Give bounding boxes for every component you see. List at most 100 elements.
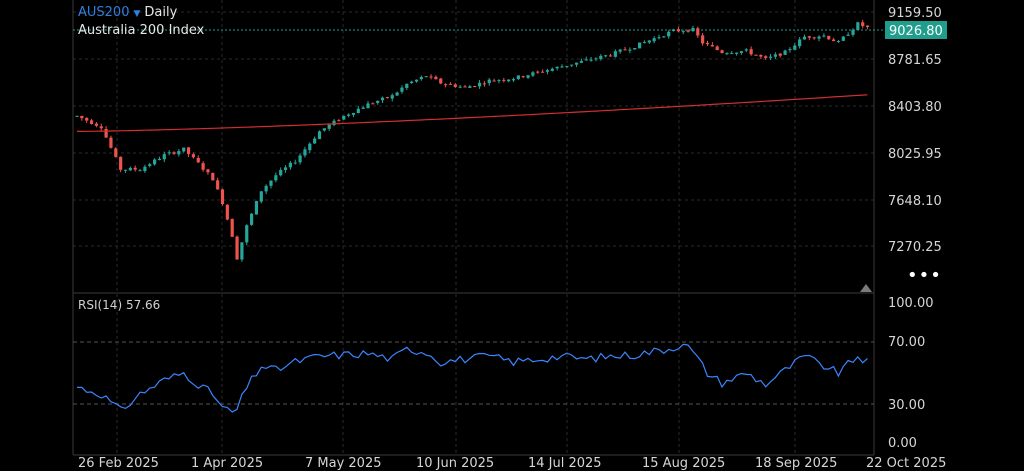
- candle: [104, 128, 108, 138]
- candle: [667, 31, 671, 37]
- candle: [196, 157, 200, 163]
- candle: [380, 97, 385, 101]
- candle: [744, 49, 748, 51]
- candle: [191, 154, 195, 158]
- symbol-name[interactable]: AUS200: [78, 5, 130, 20]
- candle: [798, 39, 802, 47]
- candle: [342, 115, 346, 120]
- candle: [225, 204, 229, 220]
- candle: [308, 143, 312, 151]
- rsi-indicator-label[interactable]: RSI(14) 57.66: [78, 298, 161, 312]
- date-label: 15 Aug 2025: [642, 456, 725, 471]
- candle: [347, 114, 351, 116]
- rsi-axis-label: 70.00: [888, 335, 925, 350]
- candle: [638, 42, 642, 49]
- candle: [400, 87, 404, 92]
- candle: [376, 100, 380, 103]
- candle: [337, 120, 341, 122]
- candle: [570, 64, 574, 66]
- candle: [482, 83, 486, 85]
- candle: [594, 58, 598, 60]
- candle: [832, 39, 836, 42]
- candle: [526, 75, 530, 78]
- candle: [80, 115, 84, 119]
- candle: [405, 83, 409, 89]
- candle: [259, 191, 263, 202]
- symbol-header[interactable]: AUS200 ▼ Daily: [78, 5, 177, 22]
- candle: [802, 36, 807, 40]
- candle: [264, 185, 268, 192]
- candle: [186, 147, 191, 155]
- candle: [749, 49, 753, 55]
- candle: [414, 79, 419, 82]
- date-label: 26 Feb 2025: [78, 456, 159, 471]
- candle: [715, 46, 719, 51]
- candle: [608, 55, 613, 57]
- candle: [720, 50, 724, 54]
- candle: [701, 35, 705, 44]
- candle: [739, 51, 744, 53]
- candle: [710, 44, 714, 47]
- candle: [89, 120, 94, 124]
- timeframe-label[interactable]: Daily: [144, 5, 178, 20]
- candle: [681, 31, 685, 33]
- candle: [705, 42, 710, 45]
- candle: [94, 123, 98, 126]
- candle: [424, 76, 428, 78]
- candle: [313, 138, 317, 144]
- candle: [240, 242, 244, 260]
- candle: [492, 80, 496, 82]
- candle: [807, 36, 811, 38]
- candle: [730, 53, 734, 55]
- price-label: 8025.95: [888, 147, 942, 162]
- candle: [657, 37, 661, 39]
- candle: [444, 84, 448, 86]
- candle: [812, 37, 816, 39]
- date-label: 1 Apr 2025: [191, 456, 263, 471]
- candle: [836, 41, 841, 43]
- candle: [448, 83, 453, 85]
- candle: [153, 159, 157, 165]
- candle: [220, 189, 225, 204]
- candle: [235, 236, 239, 260]
- candle: [725, 53, 729, 55]
- candle: [856, 22, 860, 30]
- candle: [274, 175, 278, 181]
- candle: [245, 225, 249, 243]
- candle: [167, 152, 171, 154]
- candle: [138, 170, 142, 172]
- candle: [560, 66, 564, 68]
- candle: [579, 60, 583, 63]
- candle: [366, 103, 370, 109]
- candle: [652, 38, 656, 42]
- grid: [73, 0, 874, 455]
- candle: [759, 54, 763, 57]
- candle: [541, 71, 545, 73]
- candle: [119, 156, 123, 170]
- candle: [507, 79, 511, 82]
- candle: [642, 42, 647, 44]
- rsi-line: [77, 343, 868, 413]
- candle: [463, 86, 467, 88]
- candle: [516, 75, 520, 80]
- more-options-icon[interactable]: •••: [907, 265, 942, 286]
- candle: [545, 70, 550, 72]
- scroll-marker-icon[interactable]: [860, 284, 872, 292]
- candle: [453, 84, 457, 87]
- candle: [793, 45, 797, 50]
- candle: [172, 152, 176, 154]
- candle: [778, 53, 782, 56]
- price-label: 7270.25: [888, 240, 942, 255]
- candle: [356, 108, 360, 114]
- candle: [574, 62, 579, 65]
- candle: [604, 55, 608, 57]
- date-label: 10 Jun 2025: [416, 456, 494, 471]
- triangle-down-icon[interactable]: ▼: [133, 9, 141, 19]
- date-label: 7 May 2025: [305, 456, 382, 471]
- candle: [439, 78, 443, 84]
- candle: [216, 180, 220, 190]
- candle: [686, 30, 690, 32]
- candle: [317, 131, 322, 140]
- instrument-name: Australia 200 Index: [78, 23, 205, 38]
